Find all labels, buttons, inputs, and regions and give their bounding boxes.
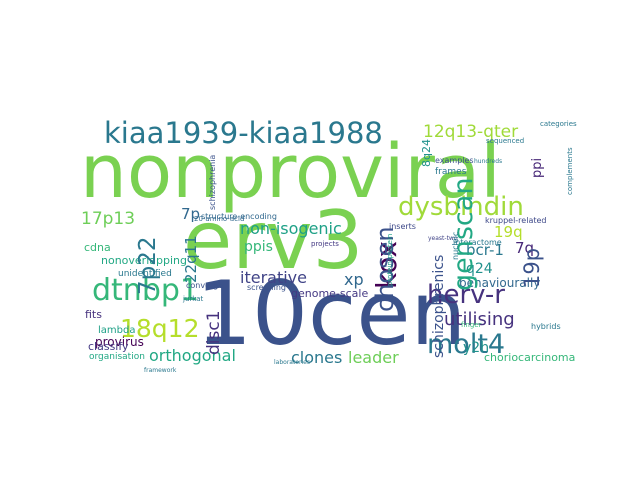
cloud-word: 7p22 xyxy=(135,237,161,296)
cloud-word: xp xyxy=(344,270,364,289)
cloud-word: choriocarcinoma xyxy=(484,351,575,364)
cloud-word: finger xyxy=(461,321,482,329)
cloud-word: laboratories xyxy=(274,359,310,366)
cloud-word: clones xyxy=(291,348,342,367)
cloud-word: nonproviral xyxy=(80,129,501,215)
cloud-word: dtnbp1 xyxy=(92,273,199,308)
cloud-word: genscan xyxy=(448,178,479,291)
cloud-word: chosen xyxy=(371,226,399,312)
cloud-word: interactome xyxy=(453,238,502,247)
cloud-word: iterative xyxy=(240,268,307,287)
cloud-word: converge xyxy=(186,281,223,290)
cloud-word: 22q11 xyxy=(182,235,200,283)
cloud-word: complements xyxy=(566,147,574,195)
cloud-word: cdna xyxy=(84,241,111,254)
cloud-word: dysbindin xyxy=(398,192,524,222)
cloud-word: fits xyxy=(85,308,102,321)
cloud-word: genome-scale xyxy=(291,287,368,300)
cloud-word: inserts xyxy=(389,222,416,231)
cloud-word: kiaa1939-kiaa1988 xyxy=(104,116,383,150)
cloud-word: q24 xyxy=(466,261,493,277)
cloud-word: behaviourally xyxy=(459,276,540,290)
cloud-word: 17p13 xyxy=(81,209,135,229)
cloud-word: 20-amino-acid xyxy=(194,215,244,223)
cloud-word: structure-encoding xyxy=(201,212,277,221)
cloud-word: utilising xyxy=(444,309,515,330)
cloud-word: leader xyxy=(348,348,399,367)
cloud-word: 12q13-qter xyxy=(423,122,518,142)
cloud-word: orthogonal xyxy=(149,346,236,365)
cloud-word: schizophrenia xyxy=(208,155,217,210)
cloud-word: yeast-two xyxy=(428,235,458,242)
cloud-word: 8q24 xyxy=(420,139,433,167)
cloud-word: nucleic xyxy=(451,232,460,260)
cloud-word: frames xyxy=(435,167,467,177)
cloud-word: 18q12 xyxy=(120,314,200,343)
cloud-word: unidentified xyxy=(118,269,172,279)
cloud-word: disc1 xyxy=(204,310,224,355)
cloud-word: protein-protein xyxy=(386,234,394,286)
cloud-word: ppi xyxy=(530,158,545,178)
cloud-word: hundreds xyxy=(474,158,502,165)
cloud-word: kox xyxy=(370,241,403,289)
cloud-word: 7p xyxy=(181,205,200,223)
cloud-word: non-isogenic xyxy=(240,219,342,238)
cloud-word: nonoverlapping xyxy=(101,254,187,267)
cloud-word: herv-r xyxy=(427,280,505,310)
cloud-word: sequenced xyxy=(486,137,524,145)
cloud-word: erv3 xyxy=(183,194,363,287)
cloud-word: 10cen xyxy=(196,262,466,365)
cloud-word: projects xyxy=(311,240,339,248)
cloud-word: 7q xyxy=(515,239,534,257)
cloud-word: classify xyxy=(88,340,129,353)
cloud-word: provirus xyxy=(95,335,144,349)
cloud-word: 19p xyxy=(520,248,544,288)
cloud-word: kruppel-related xyxy=(485,216,546,225)
cloud-word: examples xyxy=(435,156,474,165)
cloud-word: framework xyxy=(144,367,177,374)
cloud-word: schizophrenics xyxy=(431,255,447,358)
cloud-word: bcr-1 xyxy=(466,241,504,259)
cloud-word: jurkat xyxy=(182,295,203,303)
cloud-word: hybrids xyxy=(531,322,561,331)
cloud-word: screening xyxy=(247,283,286,292)
cloud-word: molt4 xyxy=(427,329,505,360)
cloud-word: y2h xyxy=(463,340,489,356)
cloud-word: lambda xyxy=(98,325,135,336)
cloud-word: ppis xyxy=(244,239,273,255)
cloud-word: organisation xyxy=(89,352,145,362)
cloud-word: 19q xyxy=(494,223,523,241)
cloud-word: categories xyxy=(540,120,577,128)
